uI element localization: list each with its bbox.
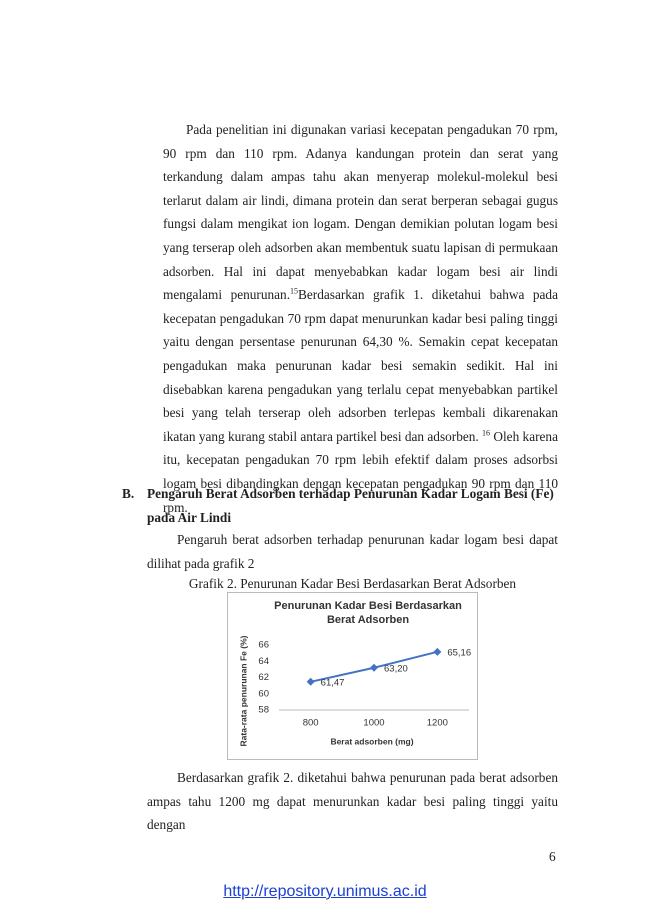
section-marker: B. — [122, 486, 135, 501]
paragraph: Pada penelitian ini digunakan variasi ke… — [163, 118, 558, 519]
paragraph: Berdasarkan grafik 2. diketahui bahwa pe… — [147, 770, 558, 833]
y-tick-label: 64 — [258, 656, 269, 667]
y-tick-label: 66 — [258, 640, 269, 651]
section-heading: Pengaruh Berat Adsorben terhadap Penurun… — [147, 486, 554, 525]
data-label: 65,16 — [447, 647, 471, 658]
chart-title: Penurunan Kadar Besi Berdasarkan Berat A… — [274, 600, 462, 626]
y-tick-label: 60 — [258, 688, 269, 699]
page-number: 6 — [549, 849, 556, 864]
chart: Penurunan Kadar Besi Berdasarkan Berat A… — [227, 592, 478, 760]
data-point — [370, 663, 378, 672]
data-label: 63,20 — [384, 663, 408, 674]
y-axis-label: Rata-rata penurunan Fe (%) — [238, 635, 248, 746]
data-label: 61,47 — [321, 677, 345, 688]
y-tick-label: 58 — [258, 705, 269, 716]
x-axis-label: Berat adsorben (mg) — [330, 736, 413, 746]
footnote-ref: 15 — [290, 286, 299, 296]
y-tick-label: 62 — [258, 672, 269, 683]
text: Berdasarkan grafik 1. diketahui bahwa pa… — [163, 287, 558, 444]
plot: 58 60 62 64 66 Rata-rata penurunan Fe (%) Bera… — [238, 635, 471, 746]
text: Pada penelitian ini digunakan variasi ke… — [163, 122, 558, 303]
data-point — [433, 647, 442, 656]
caption: Grafik 2. Penurunan Kadar Besi Berdasark… — [188, 576, 517, 591]
x-tick-label: 1200 — [427, 718, 448, 729]
footnote-ref: 16 — [482, 428, 491, 438]
x-tick-label: 800 — [303, 718, 319, 729]
x-tick-label: 1000 — [363, 718, 384, 729]
text: Oleh karena itu, kecepatan pengadukan 70… — [163, 428, 558, 515]
footer-link[interactable]: http://repository.unimus.ac.id — [223, 883, 427, 900]
paragraph: Pengaruh berat adsorben terhadap penurun… — [147, 532, 558, 571]
data-point — [306, 677, 315, 686]
